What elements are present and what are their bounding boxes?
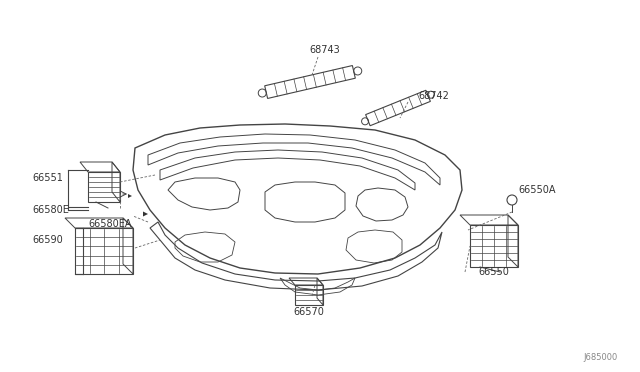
Polygon shape [128,194,132,198]
Text: 66580E: 66580E [32,205,69,215]
Text: J685000: J685000 [584,353,618,362]
Polygon shape [143,212,148,217]
Text: 68743: 68743 [310,45,340,55]
Text: 66550: 66550 [478,267,509,277]
Text: 66570: 66570 [294,307,324,317]
Text: 68742: 68742 [418,91,449,101]
Text: 66551: 66551 [32,173,63,183]
Text: 66550A: 66550A [518,185,556,195]
Text: 66590: 66590 [32,235,63,245]
Text: 66580EA: 66580EA [88,219,131,229]
